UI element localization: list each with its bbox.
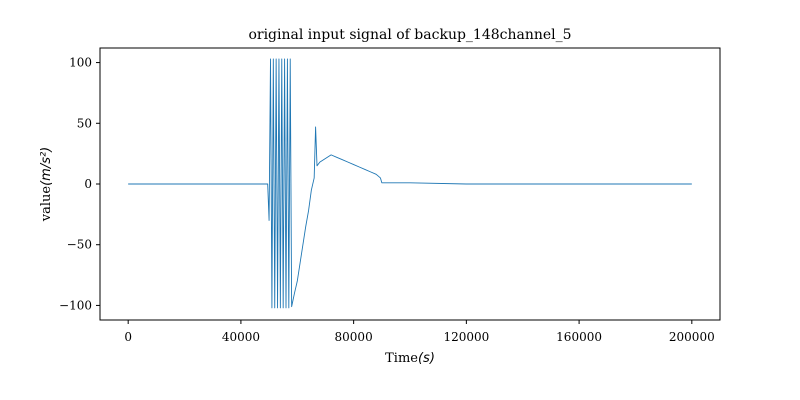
x-tick-label: 160000 (556, 330, 602, 344)
chart-title: original input signal of backup_148chann… (248, 27, 571, 43)
x-tick-label: 0 (124, 330, 132, 344)
y-tick-label: −100 (59, 298, 92, 312)
y-tick-label: 100 (69, 56, 92, 70)
signal-series-line (128, 58, 692, 309)
y-tick-label: 0 (84, 177, 92, 191)
plot-area (128, 58, 692, 309)
x-axis-label-text: Time (385, 351, 418, 366)
y-axis-ticks: 100 50 0 −50 −100 (59, 56, 100, 312)
x-axis-label: Time(s) (385, 351, 435, 366)
y-tick-label: −50 (67, 238, 92, 252)
x-axis-label-unit: (s) (418, 351, 435, 366)
y-axis-label-unit: (m/s²) (39, 147, 54, 186)
y-axis-label: value(m/s²) (39, 147, 54, 223)
y-tick-label: 50 (77, 116, 92, 130)
x-tick-label: 40000 (222, 330, 260, 344)
y-axis-label-text: value (39, 186, 54, 223)
x-axis-ticks: 0 40000 80000 120000 160000 200000 (124, 320, 715, 344)
x-tick-label: 120000 (443, 330, 489, 344)
x-tick-label: 200000 (669, 330, 715, 344)
x-tick-label: 80000 (335, 330, 373, 344)
